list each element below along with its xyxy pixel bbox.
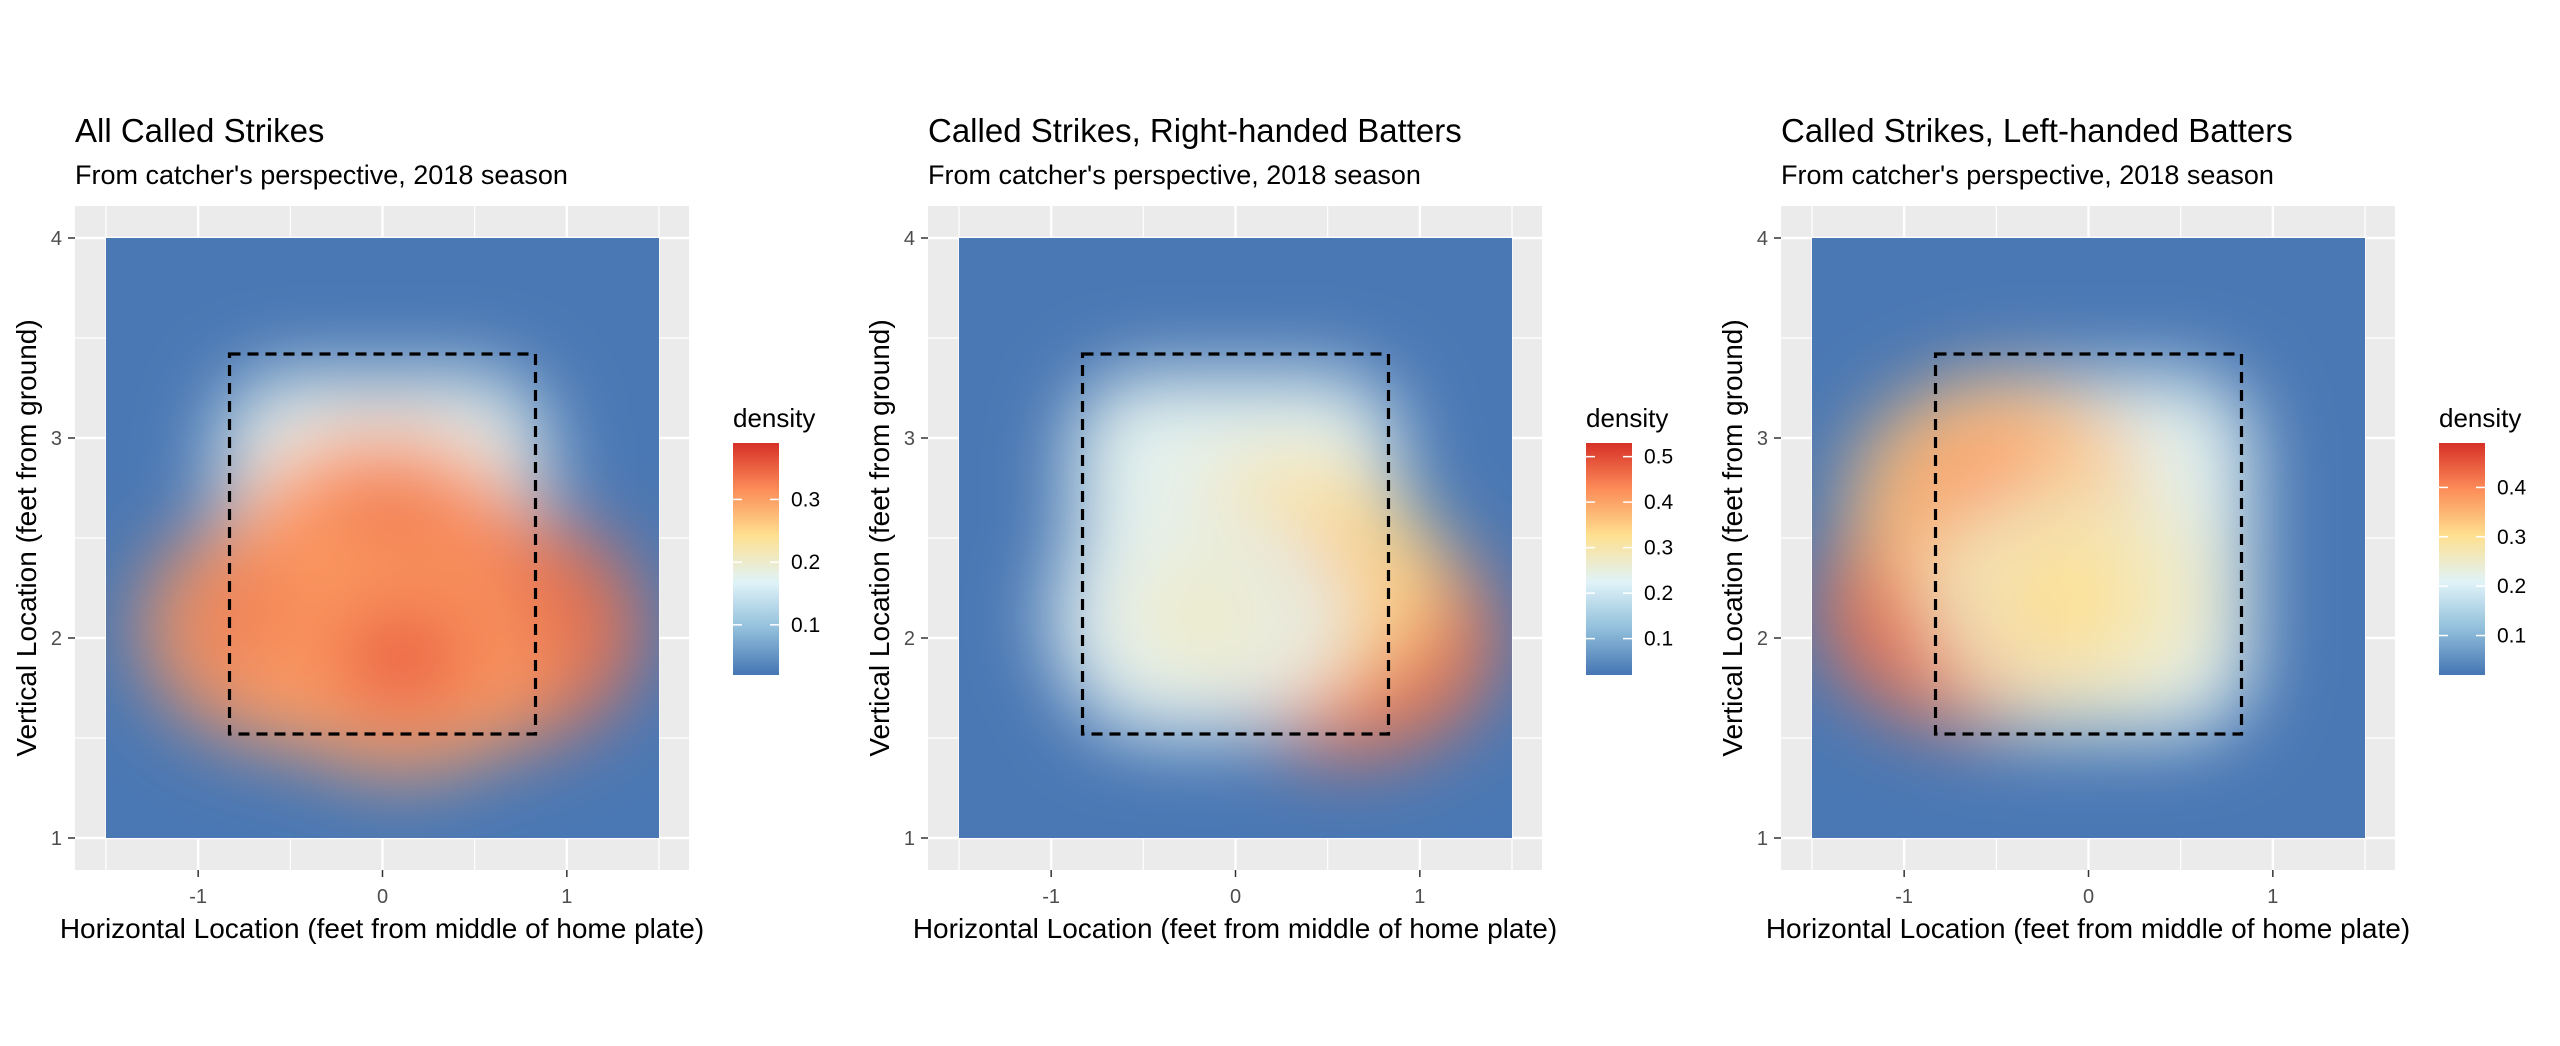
density-heatmap [106, 238, 659, 838]
chart-title: All Called Strikes [75, 112, 324, 149]
y-tick-label: 3 [1757, 428, 1768, 450]
chart-subtitle: From catcher's perspective, 2018 season [1781, 160, 2274, 190]
legend-colorbar [733, 443, 779, 675]
legend-tick-label: 0.1 [791, 614, 820, 637]
y-tick-label: 2 [1757, 628, 1768, 650]
x-tick-label: -1 [189, 886, 207, 908]
x-axis-ticks: -1 0 1 [1895, 870, 2278, 908]
chart-left-handed-batters: Called Strikes, Left-handed Batters From… [1706, 0, 2559, 1046]
legend-tick-label: 0.4 [2497, 476, 2527, 499]
chart-title: Called Strikes, Right-handed Batters [928, 112, 1462, 149]
density-peak-core [331, 598, 471, 718]
x-axis-title: Horizontal Location (feet from middle of… [913, 913, 1557, 944]
y-axis-title: Vertical Location (feet from ground) [1717, 319, 1748, 756]
legend-tick-label: 0.2 [791, 551, 820, 574]
legend-colorbar [2439, 443, 2485, 675]
chart-subtitle: From catcher's perspective, 2018 season [928, 160, 1421, 190]
y-axis-ticks: 1 2 3 4 [1757, 228, 1781, 850]
legend-tick-label: 0.2 [2497, 575, 2526, 598]
y-axis-ticks: 1 2 3 4 [904, 228, 928, 850]
y-tick-label: 2 [51, 628, 62, 650]
x-axis-title: Horizontal Location (feet from middle of… [1766, 913, 2410, 944]
x-axis-ticks: -1 0 1 [1042, 870, 1425, 908]
chart-svg: Called Strikes, Right-handed Batters Fro… [853, 0, 1706, 1046]
density-heatmap [959, 238, 1512, 838]
y-tick-label: 4 [51, 228, 62, 250]
legend-tick-label: 0.4 [1644, 491, 1674, 514]
legend-title: density [1586, 403, 1668, 433]
x-tick-label: 0 [2083, 886, 2094, 908]
y-tick-label: 1 [1757, 828, 1768, 850]
legend-tick-label: 0.3 [2497, 526, 2526, 549]
legend-tick-label: 0.3 [1644, 537, 1673, 560]
legend-tick-label: 0.1 [1644, 628, 1673, 651]
legend-title: density [733, 403, 815, 433]
y-tick-label: 2 [904, 628, 915, 650]
y-axis-title: Vertical Location (feet from ground) [11, 319, 42, 756]
x-tick-label: 0 [377, 886, 388, 908]
x-tick-label: 1 [2267, 886, 2278, 908]
y-tick-label: 1 [904, 828, 915, 850]
y-tick-label: 4 [1757, 228, 1768, 250]
chart-right-handed-batters: Called Strikes, Right-handed Batters Fro… [853, 0, 1706, 1046]
y-tick-label: 1 [51, 828, 62, 850]
density-peak-core [2000, 538, 2140, 658]
y-axis-ticks: 1 2 3 4 [51, 228, 75, 850]
x-tick-label: -1 [1895, 886, 1913, 908]
y-tick-label: 3 [51, 428, 62, 450]
x-axis-ticks: -1 0 1 [189, 870, 572, 908]
y-tick-label: 3 [904, 428, 915, 450]
legend-tick-label: 0.3 [791, 488, 820, 511]
y-tick-label: 4 [904, 228, 915, 250]
density-peak-core [1129, 558, 1269, 678]
y-axis-title: Vertical Location (feet from ground) [864, 319, 895, 756]
legend-colorbar [1586, 443, 1632, 675]
x-tick-label: 0 [1230, 886, 1241, 908]
chart-title: Called Strikes, Left-handed Batters [1781, 112, 2293, 149]
x-tick-label: -1 [1042, 886, 1060, 908]
legend-tick-label: 0.1 [2497, 625, 2526, 648]
chart-all-called-strikes: All Called Strikes From catcher's perspe… [0, 0, 853, 1046]
chart-svg: All Called Strikes From catcher's perspe… [0, 0, 853, 1046]
x-tick-label: 1 [1414, 886, 1425, 908]
density-heatmap [1812, 238, 2365, 838]
legend-title: density [2439, 403, 2521, 433]
x-tick-label: 1 [561, 886, 572, 908]
legend-tick-label: 0.2 [1644, 582, 1673, 605]
chart-subtitle: From catcher's perspective, 2018 season [75, 160, 568, 190]
chart-svg: Called Strikes, Left-handed Batters From… [1706, 0, 2559, 1046]
legend-tick-label: 0.5 [1644, 446, 1673, 469]
x-axis-title: Horizontal Location (feet from middle of… [60, 913, 704, 944]
